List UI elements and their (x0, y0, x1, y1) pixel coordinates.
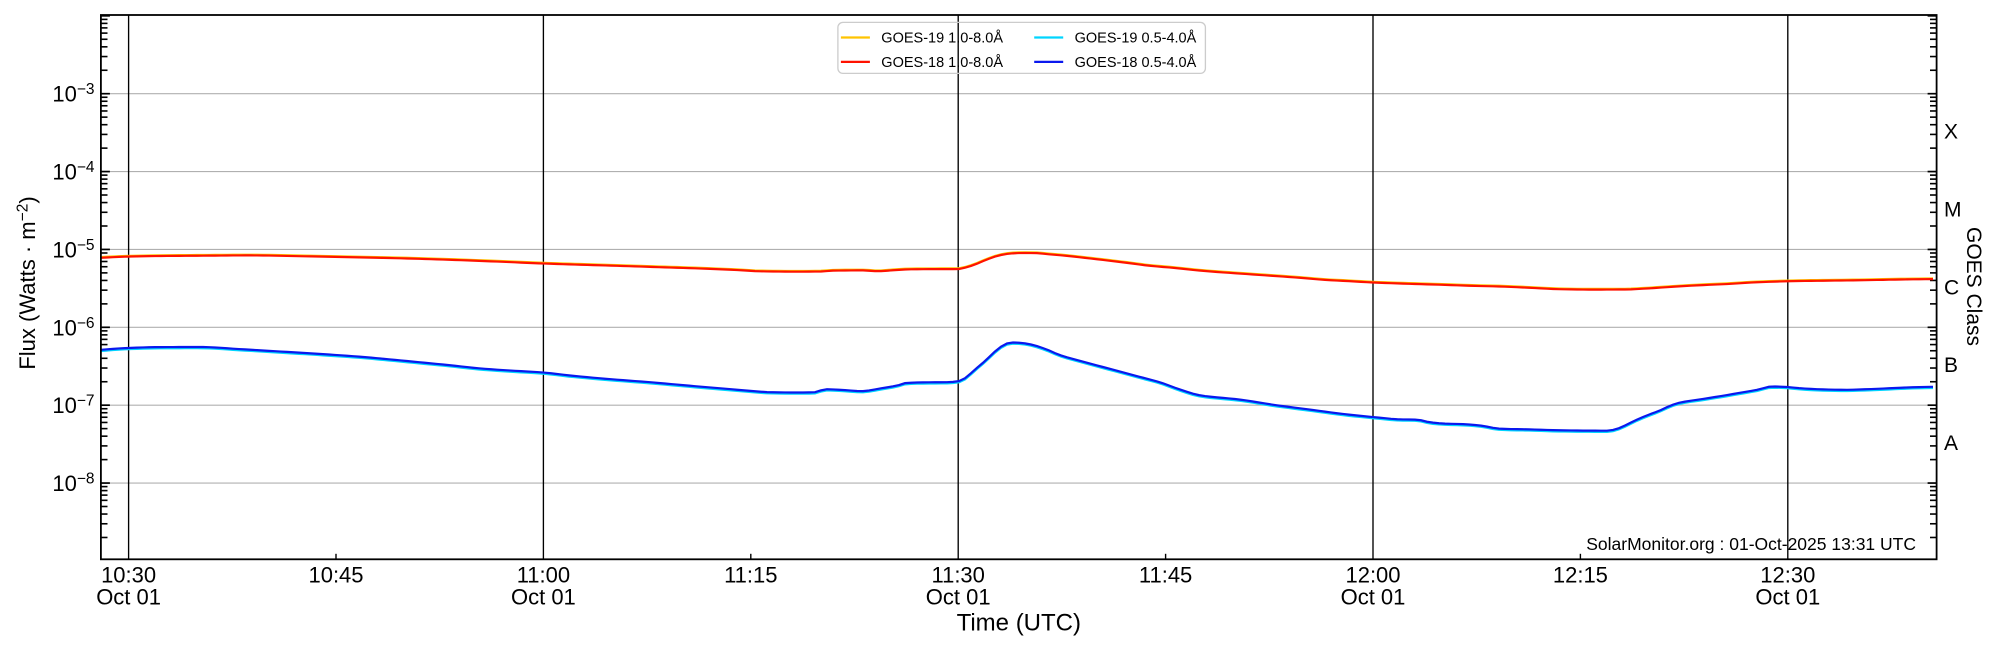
svg-text:Oct 01: Oct 01 (511, 585, 576, 610)
svg-text:X: X (1944, 121, 1958, 144)
svg-text:GOES-18 1.0-8.0Å: GOES-18 1.0-8.0Å (881, 54, 1003, 71)
svg-text:A: A (1944, 432, 1958, 455)
svg-text:Flux (Watts · m−2): Flux (Watts · m−2) (15, 196, 41, 369)
svg-text:12:00: 12:00 (1345, 563, 1400, 588)
svg-text:GOES-18 0.5-4.0Å: GOES-18 0.5-4.0Å (1075, 54, 1197, 71)
svg-text:Time (UTC): Time (UTC) (957, 610, 1081, 637)
svg-text:M: M (1944, 198, 1962, 221)
svg-text:C: C (1944, 276, 1959, 299)
svg-text:11:45: 11:45 (1139, 563, 1192, 588)
svg-text:Oct 01: Oct 01 (1341, 585, 1406, 610)
svg-text:11:15: 11:15 (724, 563, 777, 588)
svg-text:12:30: 12:30 (1760, 563, 1815, 588)
svg-text:10:30: 10:30 (101, 563, 156, 588)
svg-text:10:45: 10:45 (308, 563, 363, 588)
svg-text:11:30: 11:30 (931, 563, 984, 588)
svg-text:10−6: 10−6 (52, 315, 94, 341)
svg-text:SolarMonitor.org : 01-Oct-2025: SolarMonitor.org : 01-Oct-2025 13:31 UTC (1586, 534, 1916, 554)
svg-text:12:15: 12:15 (1553, 563, 1608, 588)
svg-text:GOES-19 0.5-4.0Å: GOES-19 0.5-4.0Å (1075, 29, 1197, 46)
svg-text:Oct 01: Oct 01 (926, 585, 991, 610)
svg-text:B: B (1944, 354, 1958, 377)
svg-text:GOES Class: GOES Class (1962, 227, 1985, 346)
svg-text:GOES-19 1.0-8.0Å: GOES-19 1.0-8.0Å (881, 29, 1003, 46)
svg-text:Oct 01: Oct 01 (96, 585, 161, 610)
svg-text:Oct 01: Oct 01 (1755, 585, 1820, 610)
svg-text:11:00: 11:00 (517, 563, 570, 588)
